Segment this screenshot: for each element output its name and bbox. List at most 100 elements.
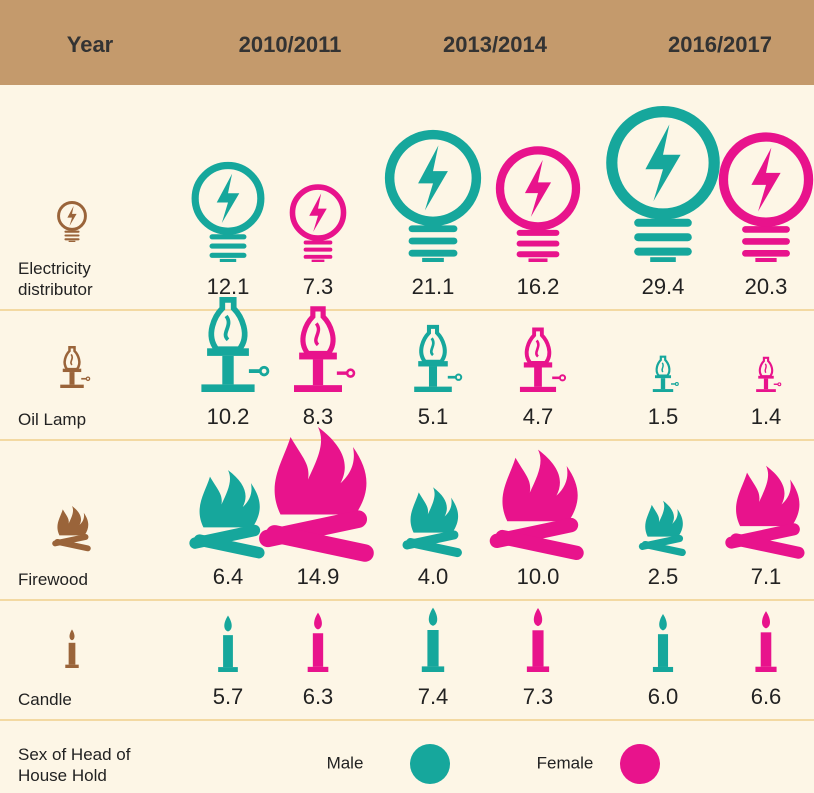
- bulb-base: [742, 250, 790, 257]
- value-label: 20.3: [745, 274, 788, 299]
- value-label: 29.4: [642, 274, 685, 299]
- value-label: 1.4: [751, 404, 782, 429]
- bulb-tip: [312, 260, 325, 262]
- bulb-base: [304, 255, 333, 259]
- bulb-base: [64, 234, 79, 236]
- value-label: 8.3: [303, 404, 334, 429]
- bulb-base: [409, 225, 458, 232]
- lamp-base: [60, 385, 84, 388]
- bulb-base: [634, 219, 692, 227]
- value-label: 6.0: [648, 684, 679, 709]
- lamp-stand: [764, 379, 768, 390]
- candle-body: [427, 630, 438, 666]
- bulb-tip: [220, 259, 236, 262]
- lamp-stand: [222, 356, 233, 385]
- lamp-collar: [524, 362, 552, 367]
- value-label: 6.3: [303, 684, 334, 709]
- candle-base: [755, 667, 776, 672]
- value-label: 12.1: [207, 274, 250, 299]
- legend-title: Sex of Head of House Hold: [18, 730, 178, 786]
- bulb-tip: [528, 258, 547, 262]
- bulb-base: [409, 238, 458, 245]
- legend-swatch: [620, 744, 660, 784]
- bulb-base: [304, 248, 333, 252]
- bulb-base: [210, 234, 247, 239]
- candle-body: [761, 632, 772, 666]
- lamp-collar: [63, 369, 81, 372]
- candle-body: [69, 643, 76, 665]
- candle-base: [218, 667, 238, 672]
- bulb-base: [517, 230, 560, 236]
- bulb-tip: [69, 241, 76, 242]
- lamp-stand: [429, 366, 437, 386]
- bulb-base: [742, 238, 790, 245]
- value-label: 7.1: [751, 564, 782, 589]
- bulb-base: [634, 248, 692, 256]
- candle-body: [532, 630, 543, 666]
- value-label: 14.9: [297, 564, 340, 589]
- group-label: 2016/2017: [668, 32, 772, 57]
- bulb-tip: [422, 258, 444, 262]
- column-label: Year: [67, 32, 114, 57]
- value-label: 7.3: [303, 274, 334, 299]
- lamp-base: [756, 389, 776, 392]
- candle-base: [422, 666, 444, 672]
- group-label: 2010/2011: [239, 32, 342, 57]
- value-label: 4.7: [523, 404, 554, 429]
- candle-base: [65, 665, 78, 668]
- infographic: Year 2010/2011 2013/2014 2016/2017 Sex o…: [0, 0, 814, 793]
- lamp-collar: [758, 376, 773, 379]
- candle-base: [527, 666, 549, 672]
- bulb-base: [634, 233, 692, 241]
- category-box: Electricity distributor: [18, 250, 136, 300]
- bulb-base: [210, 244, 247, 249]
- lamp-base: [414, 387, 452, 392]
- lamp-base: [201, 384, 254, 392]
- lamp-base: [294, 385, 342, 392]
- bulb-tip: [650, 257, 676, 262]
- legend-label: Male: [327, 753, 364, 772]
- candle-base: [308, 667, 329, 672]
- value-label: 10.2: [207, 404, 250, 429]
- value-label: 5.1: [418, 404, 449, 429]
- candle-body: [658, 634, 668, 667]
- page: {"chart_data": {"type": "pictograph", "c…: [0, 0, 814, 793]
- legend: Sex of Head of House Hold: [18, 730, 178, 786]
- bulb-base: [409, 250, 458, 257]
- candle-base: [653, 667, 673, 672]
- lamp-collar: [299, 353, 337, 360]
- value-label: 10.0: [517, 564, 560, 589]
- lamp-collar: [655, 375, 671, 378]
- lamp-stand: [534, 367, 542, 386]
- value-label: 7.4: [418, 684, 449, 709]
- legend-swatch: [410, 744, 450, 784]
- lamp-base: [520, 387, 556, 392]
- category-label: Electricity distributor: [18, 250, 136, 300]
- lamp-stand: [69, 372, 74, 385]
- bulb-base: [210, 253, 247, 258]
- candle-body: [313, 633, 323, 667]
- bulb-tip: [755, 258, 776, 262]
- value-label: 1.5: [648, 404, 679, 429]
- value-label: 21.1: [412, 274, 455, 299]
- lamp-collar: [207, 348, 249, 356]
- bulb-base: [517, 251, 560, 257]
- value-label: 5.7: [213, 684, 244, 709]
- candle-body: [223, 635, 233, 667]
- value-label: 7.3: [523, 684, 554, 709]
- bulb-base: [64, 238, 79, 240]
- value-label: 6.4: [213, 564, 244, 589]
- bulb-base: [304, 240, 333, 244]
- value-label: 6.6: [751, 684, 782, 709]
- lamp-collar: [418, 361, 448, 366]
- bulb-base: [517, 241, 560, 247]
- legend-label: Female: [537, 753, 594, 772]
- lamp-stand: [313, 359, 323, 385]
- bulb-base: [64, 231, 79, 233]
- value-label: 16.2: [517, 274, 560, 299]
- value-label: 4.0: [418, 564, 449, 589]
- group-label: 2013/2014: [443, 32, 548, 57]
- value-label: 2.5: [648, 564, 679, 589]
- bulb-base: [742, 226, 790, 233]
- lamp-base: [653, 389, 673, 392]
